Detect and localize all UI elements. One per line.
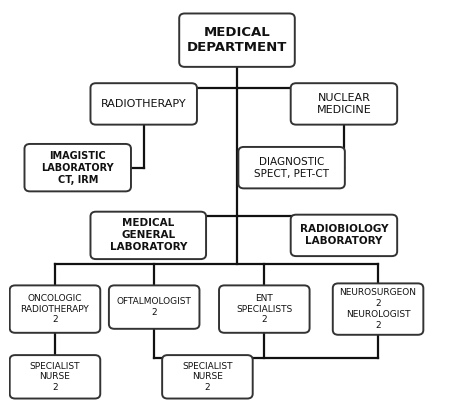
- Text: MEDICAL
DEPARTMENT: MEDICAL DEPARTMENT: [187, 26, 287, 54]
- FancyBboxPatch shape: [291, 215, 397, 256]
- Text: RADIOBIOLOGY
LABORATORY: RADIOBIOLOGY LABORATORY: [300, 225, 388, 247]
- FancyBboxPatch shape: [238, 147, 345, 188]
- FancyBboxPatch shape: [291, 83, 397, 124]
- Text: NUCLEAR
MEDICINE: NUCLEAR MEDICINE: [317, 93, 371, 115]
- Text: RADIOTHERAPY: RADIOTHERAPY: [101, 99, 187, 109]
- FancyBboxPatch shape: [333, 283, 423, 335]
- FancyBboxPatch shape: [91, 212, 206, 259]
- Text: OFTALMOLOGIST
2: OFTALMOLOGIST 2: [117, 297, 191, 317]
- Text: SPECIALIST
NURSE
2: SPECIALIST NURSE 2: [182, 361, 233, 392]
- Text: SPECIALIST
NURSE
2: SPECIALIST NURSE 2: [30, 361, 80, 392]
- FancyBboxPatch shape: [179, 13, 295, 67]
- FancyBboxPatch shape: [162, 355, 253, 398]
- Text: MEDICAL
GENERAL
LABORATORY: MEDICAL GENERAL LABORATORY: [109, 218, 187, 252]
- FancyBboxPatch shape: [9, 355, 100, 398]
- FancyBboxPatch shape: [219, 286, 310, 333]
- Text: IMAGISTIC
LABORATORY
CT, IRM: IMAGISTIC LABORATORY CT, IRM: [41, 151, 114, 185]
- Text: ONCOLOGIC
RADIOTHERAPY
2: ONCOLOGIC RADIOTHERAPY 2: [20, 294, 90, 325]
- Text: NEUROSURGEON
2
NEUROLOGIST
2: NEUROSURGEON 2 NEUROLOGIST 2: [339, 288, 417, 330]
- FancyBboxPatch shape: [109, 286, 200, 329]
- FancyBboxPatch shape: [91, 83, 197, 124]
- FancyBboxPatch shape: [25, 144, 131, 191]
- FancyBboxPatch shape: [9, 286, 100, 333]
- Text: DIAGNOSTIC
SPECT, PET-CT: DIAGNOSTIC SPECT, PET-CT: [254, 156, 329, 179]
- Text: ENT
SPECIALISTS
2: ENT SPECIALISTS 2: [236, 294, 292, 325]
